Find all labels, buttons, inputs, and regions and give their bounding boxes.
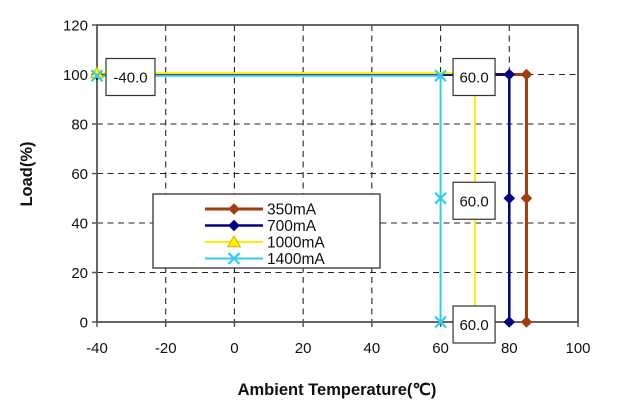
marker-diamond-350mA	[520, 316, 533, 328]
y-tick-label: 80	[71, 117, 88, 134]
data-label-box	[452, 305, 496, 344]
data-label: 60.0	[452, 57, 496, 97]
data-label: 60.0	[452, 305, 496, 344]
y-tick-label: 40	[71, 216, 88, 233]
data-labels: -40.0 60.0 60.0 60.0	[105, 57, 496, 344]
legend-item-1000mA: 1000mA	[205, 235, 325, 252]
gridlines	[97, 25, 578, 322]
x-tick-label: 80	[501, 340, 518, 357]
series-lines	[97, 72, 528, 322]
data-label-text: 60.0	[459, 193, 488, 210]
x-tick-label: 60	[432, 340, 449, 357]
y-tick-label: 60	[71, 166, 88, 183]
marker-diamond-350mA	[520, 192, 533, 205]
series-line-700mA	[97, 73, 511, 322]
legend-item-700mA: 700mA	[205, 218, 317, 235]
y-tick-label: 100	[63, 67, 88, 84]
y-axis-title: Load(%)	[18, 141, 36, 206]
x-tick-label: 40	[364, 340, 381, 357]
data-label-box	[105, 57, 156, 97]
legend-label: 700mA	[267, 218, 317, 235]
data-label-box	[452, 57, 496, 97]
marker-diamond-700mA	[503, 316, 516, 328]
data-label-text: -40.0	[113, 70, 147, 87]
data-label: -40.0	[105, 57, 156, 97]
marker-x-1400mA	[90, 69, 104, 82]
data-label-text: 60.0	[459, 317, 488, 334]
legend-marker-diamond	[228, 203, 240, 215]
y-tick-label: 0	[80, 315, 88, 332]
data-label-text: 60.0	[459, 70, 488, 87]
legend-item-350mA: 350mA	[205, 202, 317, 219]
marker-diamond-350mA	[520, 68, 533, 81]
legend-item-1400mA: 1400mA	[205, 251, 325, 268]
legend-marker-x	[227, 252, 241, 265]
marker-diamond-700mA	[503, 68, 516, 81]
x-tick-label: -40	[86, 340, 108, 357]
legend-label: 1000mA	[267, 235, 325, 252]
x-tick-label: -20	[155, 340, 177, 357]
axis-ticks	[92, 24, 579, 327]
legend-label: 1400mA	[267, 251, 325, 268]
marker-x-1400mA	[434, 315, 447, 329]
axis-tick-labels: -40 -20 0 20 40 60 80 100 0 20 40 60 80 100 120	[63, 18, 591, 358]
legend-marker-triangle	[226, 235, 242, 248]
marker-diamond-700mA	[503, 192, 516, 205]
series-line-1400mA	[97, 74, 442, 322]
legend-label: 350mA	[267, 202, 317, 219]
x-axis-title: Ambient Temperature(℃)	[238, 381, 437, 399]
legend-box	[152, 193, 381, 269]
marker-x-1400mA	[434, 191, 447, 205]
data-label: 60.0	[452, 181, 496, 220]
legend-marker-diamond	[228, 219, 240, 232]
x-tick-label: 100	[565, 340, 590, 357]
series-line-1000mA	[97, 72, 476, 322]
y-tick-label: 120	[63, 18, 88, 35]
x-tick-label: 20	[295, 340, 312, 357]
marker-x-1400mA	[434, 69, 447, 82]
data-label-box	[452, 181, 496, 220]
y-tick-label: 20	[71, 265, 88, 282]
x-tick-label: 0	[230, 340, 238, 357]
plot-border	[96, 24, 579, 323]
plot-border-rect	[96, 24, 579, 323]
